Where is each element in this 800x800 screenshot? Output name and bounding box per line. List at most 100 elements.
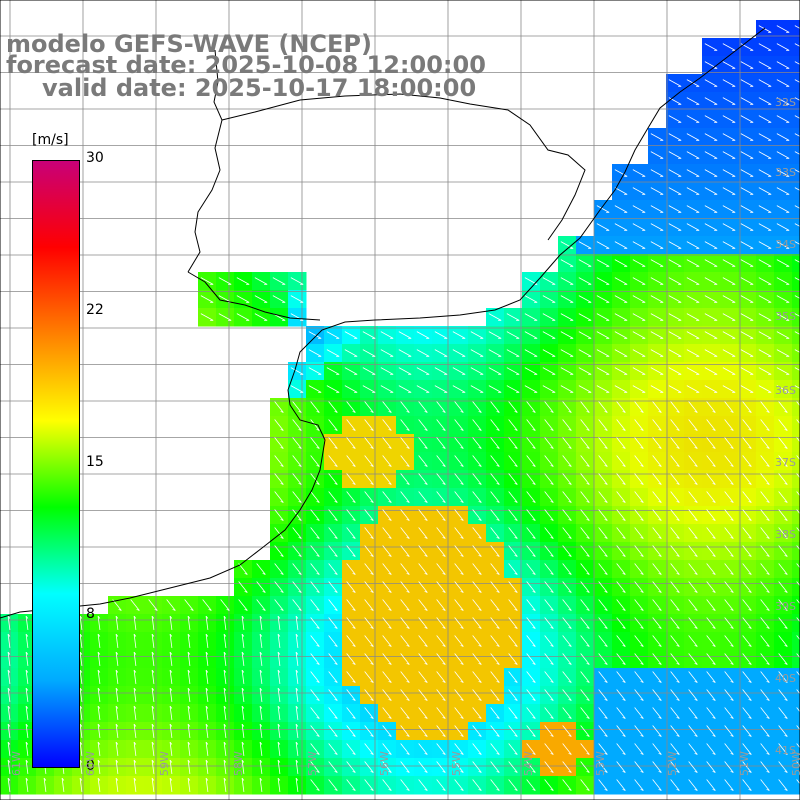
wind-arrow-head xyxy=(298,536,302,539)
wind-arrow xyxy=(472,419,482,431)
wind-arrow xyxy=(544,455,554,467)
wind-arrow xyxy=(742,671,752,683)
wind-arrow xyxy=(382,473,392,485)
wind-arrow-head xyxy=(658,626,662,629)
wind-arrow-head xyxy=(460,662,464,665)
wind-arrow xyxy=(670,689,680,701)
wind-arrow xyxy=(776,259,790,267)
river-outline xyxy=(187,271,321,321)
wind-arrow-head xyxy=(748,482,752,485)
wind-arrow-head xyxy=(748,644,752,647)
wind-arrow xyxy=(778,581,788,593)
wind-arrow-head xyxy=(352,698,356,701)
wind-arrow xyxy=(382,563,392,575)
wind-arrow-head xyxy=(280,446,284,449)
wind-arrow xyxy=(542,385,556,393)
wind-arrow-head xyxy=(712,446,716,449)
wind-arrow xyxy=(310,545,320,557)
wind-arrow xyxy=(742,689,752,701)
wind-arrow xyxy=(760,563,770,575)
wind-arrow-head xyxy=(514,590,518,593)
wind-arrow xyxy=(79,706,83,720)
wind-arrow-head xyxy=(169,651,173,655)
wind-arrow-head xyxy=(370,590,374,593)
wind-arrow xyxy=(346,725,356,737)
wind-arrow-head xyxy=(514,680,518,683)
wind-arrow xyxy=(560,331,574,339)
wind-arrow-head xyxy=(223,651,227,655)
wind-arrow xyxy=(740,295,754,303)
wind-arrow xyxy=(454,455,464,467)
lat-label: 40S xyxy=(775,672,796,685)
wind-arrow xyxy=(223,652,227,666)
wind-arrow xyxy=(544,545,554,557)
wind-arrow xyxy=(326,385,340,393)
wind-arrow xyxy=(616,563,626,575)
wind-arrow-head xyxy=(766,518,770,521)
wind-arrow xyxy=(740,61,754,69)
wind-arrow xyxy=(346,671,356,683)
wind-arrow-head xyxy=(151,633,155,637)
wind-arrow xyxy=(670,437,680,449)
wind-arrow-head xyxy=(514,770,518,773)
wind-arrow xyxy=(632,277,646,285)
wind-arrow xyxy=(670,473,680,485)
wind-arrow xyxy=(277,670,281,684)
wind-arrow-head xyxy=(208,608,212,611)
wind-arrow xyxy=(616,617,626,629)
wind-arrow-head xyxy=(784,716,788,719)
wind-arrow xyxy=(25,688,29,702)
wind-arrow xyxy=(254,277,268,285)
wind-arrow-head xyxy=(259,669,263,673)
wind-arrow xyxy=(596,349,610,357)
wind-arrow xyxy=(202,599,212,611)
wind-arrow xyxy=(596,259,610,267)
wind-cell xyxy=(792,524,800,543)
wind-arrow-head xyxy=(115,759,119,763)
wind-arrow-head xyxy=(424,518,428,521)
wind-arrow xyxy=(436,707,446,719)
wind-arrow-head xyxy=(370,536,374,539)
wind-arrow-head xyxy=(586,410,590,413)
wind-arrow xyxy=(776,349,790,357)
wind-arrow-head xyxy=(442,698,446,701)
wind-arrow xyxy=(670,671,680,683)
wind-arrow xyxy=(436,689,446,701)
wind-arrow-head xyxy=(532,464,536,467)
wind-arrow-head xyxy=(316,644,320,647)
wind-arrow-head xyxy=(676,410,680,413)
wind-arrow xyxy=(778,401,788,413)
wind-arrow xyxy=(580,725,590,737)
wind-arrow xyxy=(382,707,392,719)
wind-arrow-head xyxy=(298,428,302,431)
wind-arrow-head xyxy=(532,536,536,539)
wind-arrow xyxy=(652,419,662,431)
wind-arrow xyxy=(796,725,800,731)
wind-arrow xyxy=(634,707,644,719)
wind-arrow xyxy=(760,419,770,431)
wind-arrow xyxy=(310,653,320,665)
wind-arrow xyxy=(508,581,518,593)
wind-arrow xyxy=(344,385,358,393)
wind-arrow xyxy=(418,527,428,539)
wind-cell xyxy=(792,218,800,237)
wind-arrow xyxy=(292,599,302,611)
wind-arrow xyxy=(380,349,394,357)
wind-arrow-head xyxy=(640,734,644,737)
wind-arrow-head xyxy=(514,716,518,719)
wind-arrow xyxy=(400,653,410,665)
wind-arrow-head xyxy=(712,788,716,791)
wind-arrow-head xyxy=(115,705,119,709)
wind-arrow xyxy=(742,653,752,665)
wind-arrow xyxy=(524,331,538,339)
wind-arrow xyxy=(742,545,752,557)
wind-arrow-head xyxy=(97,633,101,637)
wind-arrow-head xyxy=(568,446,572,449)
wind-arrow xyxy=(688,581,698,593)
wind-arrow xyxy=(722,313,736,321)
wind-arrow xyxy=(652,437,662,449)
wind-arrow xyxy=(776,241,790,249)
wind-arrow xyxy=(580,563,590,575)
wind-arrow-head xyxy=(370,410,374,413)
wind-arrow xyxy=(308,385,322,393)
